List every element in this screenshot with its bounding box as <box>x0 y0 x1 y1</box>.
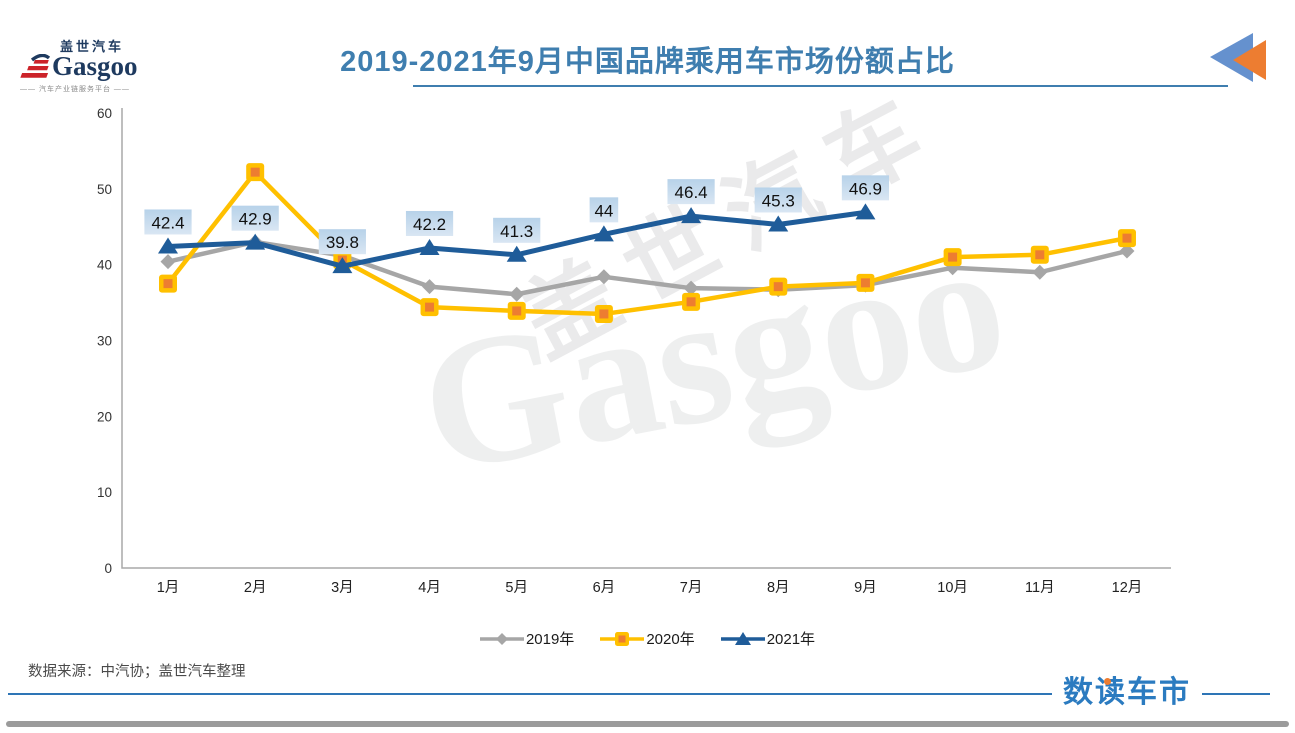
legend-item-2020年: 2020年 <box>600 628 695 649</box>
x-tick-label: 5月 <box>505 580 528 596</box>
y-tick-label: 10 <box>97 485 112 500</box>
gasgoo-tagline: —— 汽车产业链服务平台 —— <box>20 86 130 93</box>
y-tick-label: 60 <box>97 106 112 121</box>
y-tick-label: 30 <box>97 334 112 349</box>
gasgoo-logo-cn: 盖世汽车 <box>60 39 125 54</box>
market-share-line-chart: 0 10 20 30 40 50 60 1月 2月 3月 4月 5月 6月 7月 8月 9月 10月 11月 12月… <box>97 106 1171 596</box>
gasgoo-logo: 盖世汽车 Gasgoo —— 汽车产业链服务平台 —— <box>20 36 150 94</box>
data-label: 42.2 <box>413 215 446 234</box>
gasgoo-stripes-icon <box>20 54 50 78</box>
data-label: 42.4 <box>151 213 184 232</box>
data-label: 46.9 <box>849 179 882 198</box>
y-tick-label: 50 <box>97 182 112 197</box>
orange-triangle <box>1233 40 1266 80</box>
series-2021年 <box>158 203 876 274</box>
data-label: 42.9 <box>239 210 272 229</box>
gasgoo-logo-en: Gasgoo <box>52 51 138 81</box>
data-label: 41.3 <box>500 222 533 241</box>
x-tick-label: 9月 <box>854 580 877 596</box>
chart-legend: 2019年 2020年 2021年 <box>0 628 1295 649</box>
x-tick-label: 1月 <box>157 580 180 596</box>
data-label: 45.3 <box>762 191 795 210</box>
footer-separator-line <box>8 693 1270 695</box>
y-tick-label: 0 <box>104 561 112 576</box>
axes <box>121 108 1171 569</box>
y-tick-label: 20 <box>97 409 112 424</box>
x-tick-label: 3月 <box>331 580 354 596</box>
brand-orange-dot-icon <box>1104 678 1111 685</box>
data-label: 44 <box>594 201 613 220</box>
legend-label: 2021年 <box>766 631 816 648</box>
legend-item-2021年: 2021年 <box>720 628 816 649</box>
blue-triangle <box>1210 33 1253 82</box>
legend-item-2019年: 2019年 <box>479 628 575 649</box>
legend-label: 2019年 <box>525 631 575 648</box>
legend-marker-icon <box>720 631 765 645</box>
legend-label: 2020年 <box>646 631 695 648</box>
shuduCheshi-brand-logo: 数读车市 <box>1052 674 1202 712</box>
data-label: 39.8 <box>326 233 359 252</box>
series-2019年 <box>160 234 1135 302</box>
y-tick-label: 40 <box>97 258 112 273</box>
legend-marker-icon <box>479 632 524 645</box>
data-source-note: 数据来源：中汽协；盖世汽车整理 <box>28 664 246 680</box>
x-tick-label: 10月 <box>937 580 968 596</box>
x-tick-label: 8月 <box>767 580 790 596</box>
title-underline <box>413 85 1228 87</box>
horizontal-scrollbar[interactable] <box>6 721 1289 727</box>
series-2020年 <box>159 163 1136 323</box>
x-tick-label: 2月 <box>244 580 267 596</box>
x-tick-label: 11月 <box>1025 580 1055 596</box>
brand-text: 数读车市 <box>1063 676 1191 709</box>
double-back-triangles-icon <box>1210 33 1266 82</box>
x-tick-label: 4月 <box>418 580 441 596</box>
page-title: 2019-2021年9月中国品牌乘用车市场份额占比 <box>340 46 955 78</box>
x-tick-label: 7月 <box>680 580 703 596</box>
legend-marker-icon <box>600 631 645 646</box>
x-tick-label: 6月 <box>593 580 616 596</box>
x-tick-label: 12月 <box>1112 580 1143 596</box>
data-label: 46.4 <box>675 183 708 202</box>
data-labels-2021年: 42.4 42.9 39.8 42.2 41.3 44 46.4 45.3 46.9 <box>144 175 890 255</box>
